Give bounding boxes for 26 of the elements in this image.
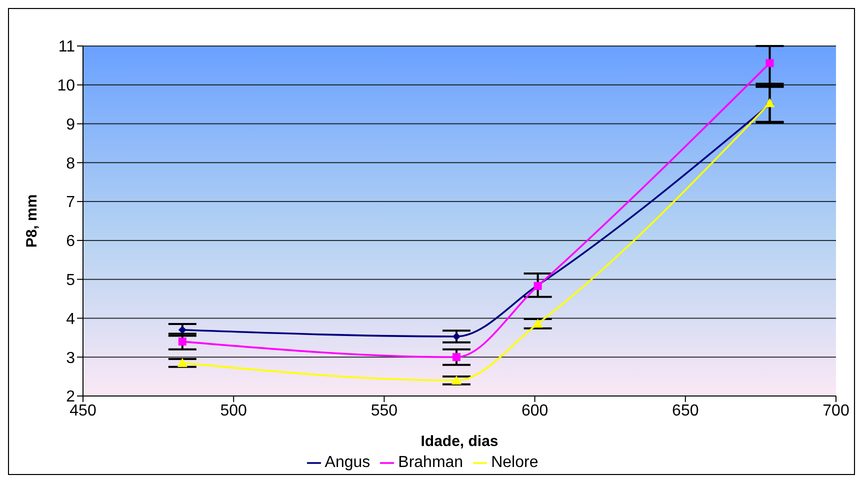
x-tick-label: 600 [521, 402, 548, 420]
x-tick-label: 500 [220, 402, 248, 420]
y-tick-label: 6 [66, 233, 76, 250]
y-tick-label: 3 [66, 350, 76, 367]
legend-label: Angus [324, 454, 370, 471]
x-tick-label: 700 [822, 402, 850, 420]
point [178, 338, 186, 346]
legend-label: Nelore [491, 454, 538, 471]
y-tick-label: 10 [57, 78, 76, 95]
point [451, 375, 462, 384]
x-tick-label: 650 [672, 402, 699, 420]
y-tick-label: 11 [58, 38, 76, 56]
point [766, 59, 774, 68]
y-tick-label: 7 [66, 194, 76, 212]
x-axis-title: Idade, dias [420, 433, 498, 450]
y-tick-label: 9 [66, 116, 76, 134]
point [452, 332, 460, 340]
x-tick-label: 550 [370, 402, 398, 420]
y-axis-title: P8, mm [23, 194, 40, 248]
y-tick-label: 5 [66, 272, 76, 290]
y-tick-label: 8 [66, 155, 76, 172]
point [177, 358, 188, 367]
point [452, 353, 460, 362]
legend-label: Brahman [398, 454, 464, 471]
y-tick-label: 4 [66, 310, 76, 328]
point [532, 318, 543, 328]
